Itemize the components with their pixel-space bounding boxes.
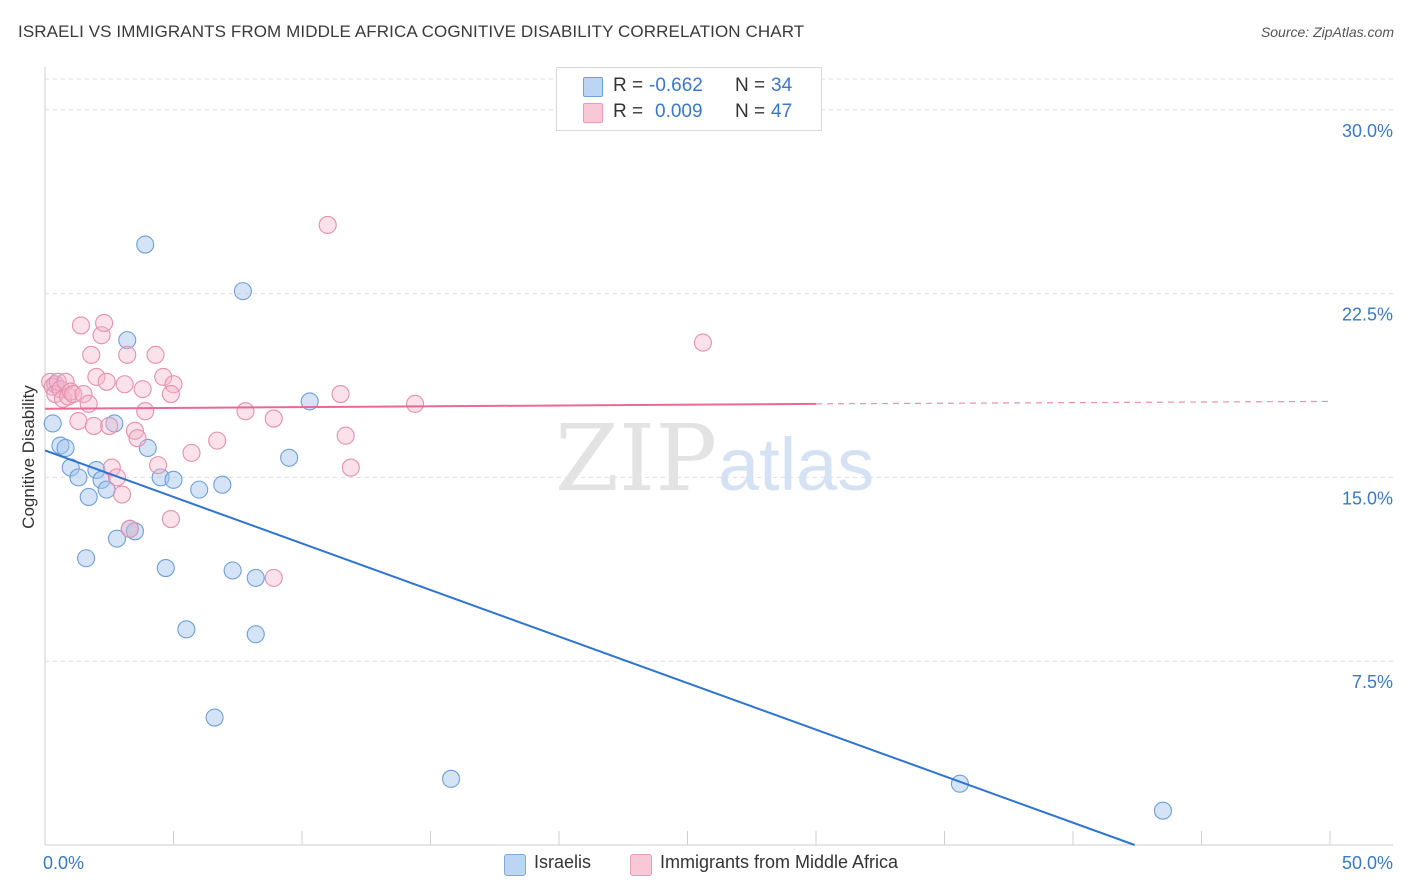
legend-r-label: R =: [613, 101, 644, 122]
y-axis-label: Cognitive Disability: [19, 385, 38, 529]
legend-r-value: -0.662: [649, 75, 703, 96]
legend-r-label: R =: [613, 75, 644, 96]
middle-africa-point: [406, 394, 425, 413]
y-tick-label: 7.5%: [1352, 672, 1393, 692]
y-tick-label: 15.0%: [1342, 488, 1393, 508]
israeli-point: [300, 392, 319, 411]
middle-africa-point: [149, 456, 168, 475]
israeli-point: [118, 331, 137, 350]
israeli-point: [79, 487, 98, 507]
middle-africa-point: [87, 367, 106, 386]
israeli-point: [107, 529, 127, 548]
grid-layer: [45, 78, 1393, 662]
israeli-point: [442, 769, 461, 788]
middle-africa-point: [82, 345, 101, 364]
israeli-point: [51, 436, 70, 455]
legend-swatch-pink: [583, 103, 603, 123]
middle-africa-point: [79, 394, 98, 413]
middle-africa-point: [161, 385, 180, 404]
middle-africa-point: [48, 372, 67, 391]
israeli-point: [69, 468, 88, 487]
y-tick-label: 30.0%: [1342, 121, 1393, 141]
watermark: ZIP atlas: [555, 405, 874, 512]
legend-n-label: N =: [735, 75, 766, 96]
middle-africa-point: [115, 375, 134, 394]
israeli-point: [177, 620, 196, 639]
middle-africa-point: [182, 443, 201, 462]
middle-africa-point: [100, 416, 119, 435]
middle-africa-point: [341, 458, 360, 477]
middle-africa-point: [161, 509, 180, 529]
middle-africa-point: [102, 458, 121, 477]
middle-africa-point: [113, 485, 132, 504]
middle-africa-point: [236, 402, 255, 421]
israeli-point: [223, 561, 242, 580]
middle-africa-point: [264, 409, 283, 428]
bottom-legend-label: Immigrants from Middle Africa: [660, 852, 899, 872]
middle-africa-point: [133, 380, 152, 399]
middle-africa-point: [95, 313, 114, 333]
middle-africa-point: [59, 387, 78, 406]
middle-africa-point: [69, 411, 88, 431]
israeli-point: [246, 568, 265, 587]
israeli-point: [136, 235, 155, 254]
label-layer: 7.5% 15.0% 22.5% 30.0% 0.0% 50.0% Cognitive Di…: [19, 121, 1393, 873]
israeli-point: [43, 414, 62, 433]
middle-africa-point: [146, 345, 165, 364]
middle-africa-point: [97, 372, 116, 391]
middle-africa-point: [118, 345, 137, 364]
middle-africa-point: [208, 431, 227, 450]
middle-africa-point: [154, 367, 173, 386]
legend-swatch-blue: [583, 77, 603, 97]
bottom-legend-label: Israelis: [534, 852, 592, 872]
israeli-point: [105, 414, 124, 433]
middle-africa-point: [693, 333, 712, 352]
middle-africa-point: [120, 519, 139, 538]
middle-africa-trend-line: [44, 402, 817, 410]
israeli-point: [125, 522, 144, 541]
israeli-point: [233, 282, 252, 301]
watermark-atlas: atlas: [718, 423, 874, 506]
bottom-legend-swatch-pink: [630, 854, 652, 876]
y-tick-label: 22.5%: [1342, 305, 1393, 325]
stats-legend: R = -0.662 N = 34 R = 0.009 N = 47: [556, 67, 822, 131]
legend-n-label: N =: [735, 101, 766, 122]
middle-africa-point: [84, 416, 103, 435]
legend-n-value: 47: [771, 101, 793, 122]
israeli-point: [213, 475, 232, 494]
middle-africa-point: [264, 568, 283, 587]
israeli-point: [1153, 801, 1172, 820]
middle-africa-point: [331, 385, 350, 404]
points-layer: [41, 215, 1172, 820]
israeli-point: [164, 470, 183, 489]
israeli-point: [56, 438, 75, 458]
middle-africa-point: [136, 402, 155, 421]
middle-africa-point: [128, 429, 147, 448]
middle-africa-trend-extension: [815, 400, 1331, 405]
israeli-point: [205, 708, 224, 727]
israeli-point: [77, 549, 96, 568]
israeli-point: [280, 448, 299, 467]
x-tick-label: 0.0%: [43, 853, 84, 873]
israeli-trend-line: [44, 449, 1136, 846]
middle-africa-point: [318, 215, 337, 234]
israeli-point: [246, 625, 265, 644]
israeli-point: [156, 559, 175, 578]
chart-title: ISRAELI VS IMMIGRANTS FROM MIDDLE AFRICA…: [18, 22, 805, 41]
middle-africa-point: [64, 385, 83, 404]
legend-n-value: 34: [771, 75, 793, 96]
middle-africa-point: [336, 426, 355, 445]
trend-layer: [44, 400, 1331, 846]
watermark-zip: ZIP: [555, 405, 717, 512]
middle-africa-point: [74, 385, 93, 404]
x-tick-label: 50.0%: [1342, 853, 1393, 873]
axis-layer: [44, 67, 1393, 846]
legend-r-value: 0.009: [655, 101, 703, 122]
middle-africa-point: [125, 421, 144, 440]
bottom-legend-swatch-blue: [504, 854, 526, 876]
source-label: Source: ZipAtlas.com: [1260, 24, 1394, 40]
israeli-point: [190, 480, 209, 499]
middle-africa-point: [71, 316, 91, 335]
